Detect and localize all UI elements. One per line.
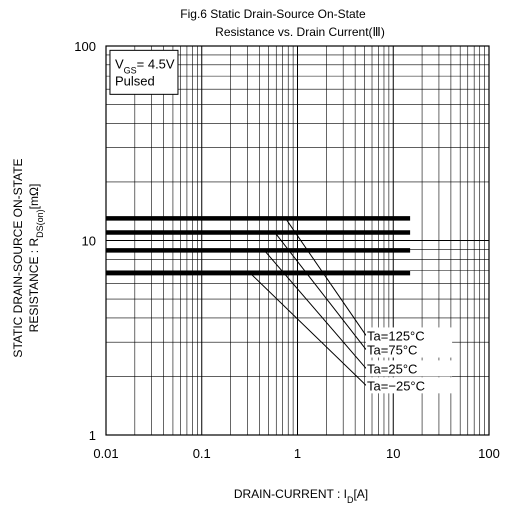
- x-tick-label: 0.1: [193, 446, 211, 461]
- x-tick-label: 1: [294, 446, 301, 461]
- annotation-pulsed: Pulsed: [115, 73, 155, 88]
- y-tick-label: 1: [89, 428, 96, 443]
- y-tick-label: 10: [82, 234, 96, 249]
- x-axis-label: DRAIN-CURRENT : ID[A]: [234, 487, 368, 505]
- tick-labels: 0.01 0.1 1 10 100 1 10 100: [74, 39, 500, 461]
- series-lines: [106, 216, 411, 386]
- legend-label: Ta=125°C: [367, 328, 425, 343]
- legend-label: Ta=−25°C: [367, 378, 425, 393]
- series-slope-line: [274, 232, 367, 350]
- legend-label-bg: [366, 377, 453, 394]
- y-axis-label-line1: STATIC DRAIN-SOURCE ON-STATE: [11, 158, 25, 357]
- legend-label-bg: [366, 327, 453, 344]
- plot-frame: [105, 45, 490, 436]
- chart-title-line2: Resistance vs. Drain Current(Ⅲ): [215, 25, 385, 39]
- legend-label: Ta=25°C: [367, 361, 417, 376]
- grid-lines: [106, 46, 489, 435]
- x-tick-label: 0.01: [93, 446, 118, 461]
- chart-title-line1: Fig.6 Static Drain-Source On-State: [180, 7, 366, 21]
- legend-labels: Ta=125°CTa=75°C Ta=25°C Ta=−25°C: [366, 327, 453, 394]
- annotation-box: VGS= 4.5V Pulsed: [109, 49, 179, 95]
- x-tick-label: 100: [478, 446, 500, 461]
- y-axis-label-line2: RESISTANCE : RDS(on)[mΩ]: [27, 184, 45, 333]
- series-slope-line: [249, 272, 367, 386]
- series-slope-line: [263, 250, 367, 369]
- legend-label-bg: [366, 360, 453, 377]
- x-tick-label: 10: [386, 446, 400, 461]
- series-slope-line: [285, 218, 367, 336]
- legend-label-bg: [366, 341, 453, 358]
- y-tick-label: 100: [74, 39, 96, 54]
- legend-label: Ta=75°C: [367, 343, 417, 358]
